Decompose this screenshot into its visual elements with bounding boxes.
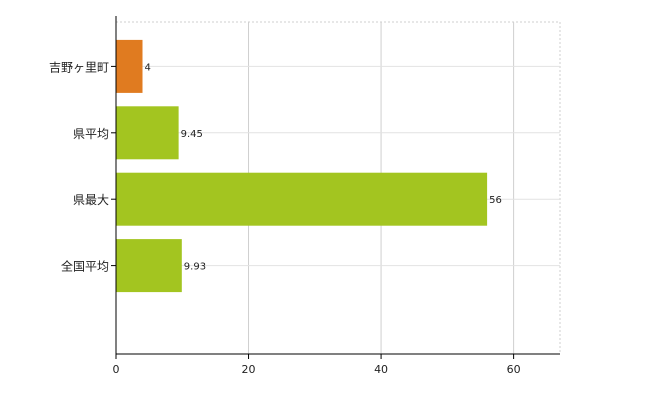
data-label: 4 bbox=[145, 62, 151, 73]
x-tick-label: 20 bbox=[242, 363, 256, 376]
labels: 4 吉野ヶ里町 9.45 県平均 56 県最大 9.93 全国平均 0 20 40 60 bbox=[49, 60, 521, 376]
data-label: 9.45 bbox=[181, 129, 203, 140]
x-tick-label: 0 bbox=[113, 363, 120, 376]
axes bbox=[111, 16, 560, 359]
category-label: 全国平均 bbox=[61, 259, 109, 274]
category-label: 県平均 bbox=[73, 127, 109, 141]
bar bbox=[116, 239, 182, 293]
bar bbox=[116, 106, 179, 160]
bars bbox=[116, 39, 488, 293]
bar bbox=[116, 39, 143, 93]
category-label: 吉野ヶ里町 bbox=[49, 60, 109, 74]
x-tick-label: 60 bbox=[507, 363, 521, 376]
category-label: 県最大 bbox=[73, 193, 109, 207]
data-label: 9.93 bbox=[184, 262, 206, 273]
bar bbox=[116, 172, 488, 226]
x-tick-label: 40 bbox=[374, 363, 388, 376]
data-label: 56 bbox=[489, 195, 502, 206]
